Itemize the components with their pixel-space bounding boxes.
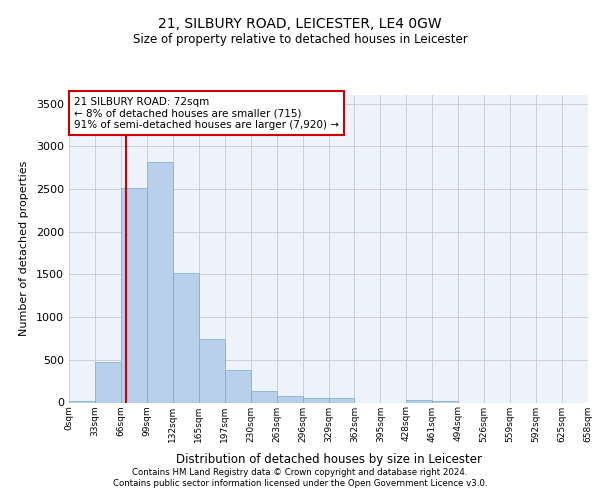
X-axis label: Distribution of detached houses by size in Leicester: Distribution of detached houses by size … bbox=[176, 453, 482, 466]
Bar bbox=[173, 272, 199, 402]
Bar bbox=[147, 162, 173, 402]
Bar bbox=[329, 398, 355, 402]
Bar bbox=[406, 400, 432, 402]
Text: 21, SILBURY ROAD, LEICESTER, LE4 0GW: 21, SILBURY ROAD, LEICESTER, LE4 0GW bbox=[158, 18, 442, 32]
Text: Size of property relative to detached houses in Leicester: Size of property relative to detached ho… bbox=[133, 32, 467, 46]
Bar bbox=[69, 401, 95, 402]
Text: Contains HM Land Registry data © Crown copyright and database right 2024.
Contai: Contains HM Land Registry data © Crown c… bbox=[113, 468, 487, 487]
Bar bbox=[433, 401, 458, 402]
Bar bbox=[199, 340, 224, 402]
Bar bbox=[121, 188, 147, 402]
Bar bbox=[302, 398, 329, 402]
Y-axis label: Number of detached properties: Number of detached properties bbox=[19, 161, 29, 336]
Bar bbox=[251, 390, 277, 402]
Bar bbox=[95, 362, 121, 403]
Bar bbox=[225, 370, 251, 402]
Text: 21 SILBURY ROAD: 72sqm
← 8% of detached houses are smaller (715)
91% of semi-det: 21 SILBURY ROAD: 72sqm ← 8% of detached … bbox=[74, 96, 339, 130]
Bar bbox=[277, 396, 302, 402]
